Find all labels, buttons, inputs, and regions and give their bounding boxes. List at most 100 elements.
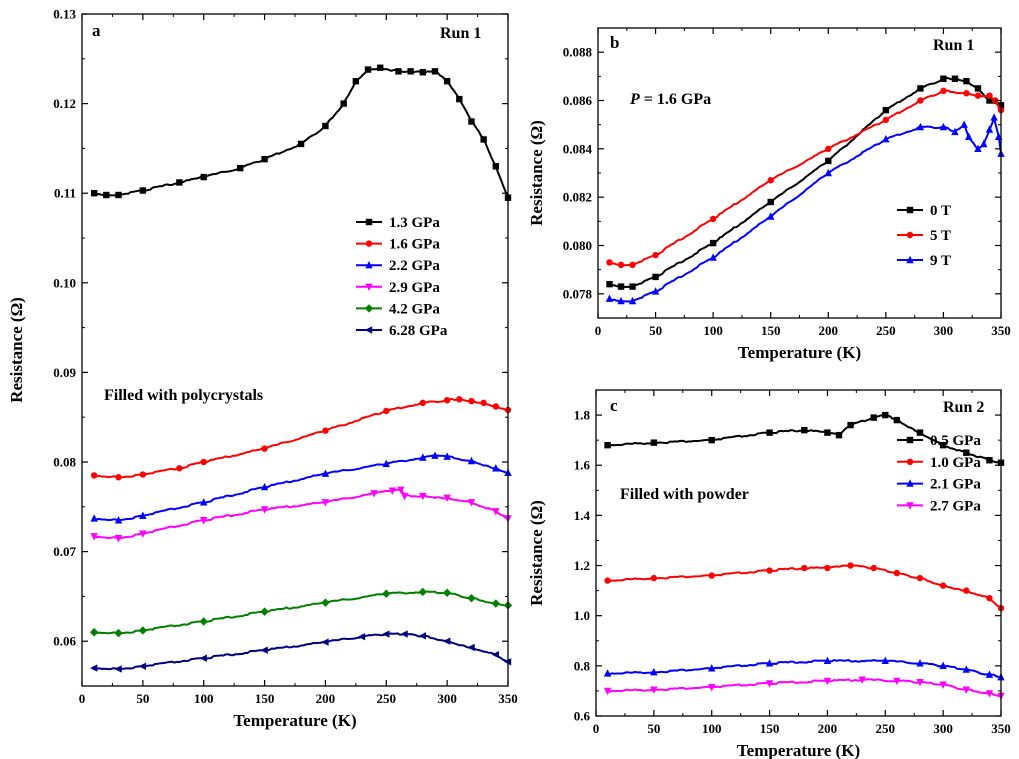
data-marker — [491, 650, 500, 659]
data-marker — [824, 564, 831, 572]
data-marker — [604, 441, 611, 449]
data-marker — [90, 533, 98, 541]
data-marker — [139, 471, 147, 478]
data-point-a-3-6 — [321, 469, 330, 477]
data-marker — [939, 441, 947, 449]
legend-label: 1.6 GPa — [389, 237, 440, 253]
data-point-b-3-5 — [709, 253, 717, 261]
data-marker — [606, 259, 613, 266]
x-tick-label-a: 50 — [136, 691, 149, 706]
data-point-b-1-7 — [825, 157, 832, 165]
data-marker — [980, 139, 988, 148]
data-point-a-1-20 — [456, 95, 463, 103]
data-point-c-4-4 — [765, 680, 774, 688]
data-point-b-1-10 — [940, 75, 947, 82]
series-a-2 — [90, 396, 512, 481]
data-marker — [199, 617, 208, 626]
x-tick-label-b: 0 — [595, 323, 602, 338]
data-point-b-2-12 — [974, 92, 982, 99]
legend-entry-a-5: 4.2 GPa — [356, 301, 440, 317]
data-point-b-1-4 — [652, 273, 659, 281]
panel-a: 0 50 100 150 200 250 300 350 0.06 0.07 0.08 0.09 0.1… — [7, 7, 518, 731]
data-marker — [963, 77, 970, 85]
data-point-b-2-4 — [652, 251, 659, 259]
data-point-a-2-2 — [115, 474, 122, 481]
data-point-c-3-4 — [765, 659, 774, 667]
data-point-a-5-7 — [382, 589, 391, 598]
data-point-c-2-7 — [847, 562, 854, 569]
data-marker — [260, 607, 269, 616]
legend-label: 6.28 GPa — [389, 323, 448, 339]
data-marker — [321, 598, 330, 607]
y-axis-label-a: Resistance (Ω) — [7, 297, 26, 403]
data-point-a-6-4 — [199, 654, 207, 662]
data-marker — [382, 589, 391, 598]
data-point-a-1-8 — [261, 155, 268, 163]
data-point-b-3-12 — [960, 120, 968, 128]
x-axis-label-c: Temperature (K) — [737, 741, 860, 759]
data-marker — [963, 449, 970, 456]
data-marker — [870, 414, 877, 421]
data-point-c-1-3 — [708, 436, 715, 444]
data-marker — [419, 492, 427, 501]
data-point-a-6-7 — [357, 633, 366, 641]
legend-entry-a-3: 2.2 GPa — [356, 258, 440, 274]
annotation-c: Filled with powder — [620, 486, 749, 503]
data-point-a-3-2 — [114, 516, 123, 524]
x-tick-label-c: 350 — [991, 721, 1011, 736]
data-marker — [322, 122, 329, 130]
data-marker — [442, 588, 452, 598]
series-line-a-5 — [93, 590, 509, 635]
data-point-b-1-1 — [606, 280, 613, 288]
data-marker — [443, 452, 451, 460]
data-point-a-1-9 — [297, 140, 305, 148]
data-marker — [939, 681, 947, 689]
data-marker — [357, 633, 366, 641]
plot-frame-a — [81, 13, 509, 687]
data-point-c-1-2 — [650, 439, 658, 446]
series-c-4 — [603, 676, 1005, 701]
data-marker — [893, 569, 901, 577]
data-marker — [139, 187, 147, 194]
data-point-c-1-14 — [963, 449, 970, 456]
data-point-c-4-5 — [823, 677, 832, 686]
data-point-c-1-1 — [604, 441, 611, 449]
y-axis-label-c: Resistance (Ω) — [527, 500, 546, 606]
data-marker — [882, 106, 890, 114]
data-point-a-2-13 — [480, 399, 487, 407]
data-point-a-6-1 — [89, 664, 98, 672]
y-tick-label-b: 0.082 — [563, 190, 592, 205]
data-point-b-1-12 — [963, 77, 970, 85]
data-marker — [467, 499, 476, 507]
data-point-a-4-6 — [321, 499, 330, 507]
data-marker — [199, 654, 207, 662]
data-point-a-2-8 — [383, 407, 390, 415]
data-point-c-2-1 — [604, 577, 611, 584]
data-point-c-2-10 — [916, 574, 924, 582]
data-marker — [990, 113, 998, 121]
data-marker — [352, 78, 360, 85]
data-point-c-3-2 — [650, 667, 658, 676]
data-point-c-3-8 — [939, 661, 947, 670]
data-marker — [986, 92, 993, 99]
data-point-a-2-4 — [176, 465, 183, 472]
data-marker — [395, 68, 402, 75]
data-marker — [893, 677, 901, 686]
data-point-c-2-13 — [986, 594, 993, 602]
legend-label: 4.2 GPa — [389, 301, 440, 317]
y-tick-label-c: 1.0 — [574, 608, 590, 623]
data-marker — [419, 453, 427, 461]
data-marker — [468, 118, 475, 125]
legend-marker — [365, 240, 373, 247]
data-marker — [468, 397, 475, 405]
data-point-b-1-5 — [709, 239, 717, 247]
data-point-a-5-2 — [114, 628, 123, 638]
legend-marker — [906, 502, 914, 510]
data-point-a-6-10 — [418, 632, 426, 640]
data-marker — [89, 664, 98, 672]
data-point-a-6-13 — [491, 650, 500, 659]
y-tick-label-a: 0.12 — [53, 96, 76, 111]
data-marker — [916, 122, 925, 131]
legend-marker — [906, 231, 914, 239]
data-point-b-2-8 — [882, 116, 890, 124]
